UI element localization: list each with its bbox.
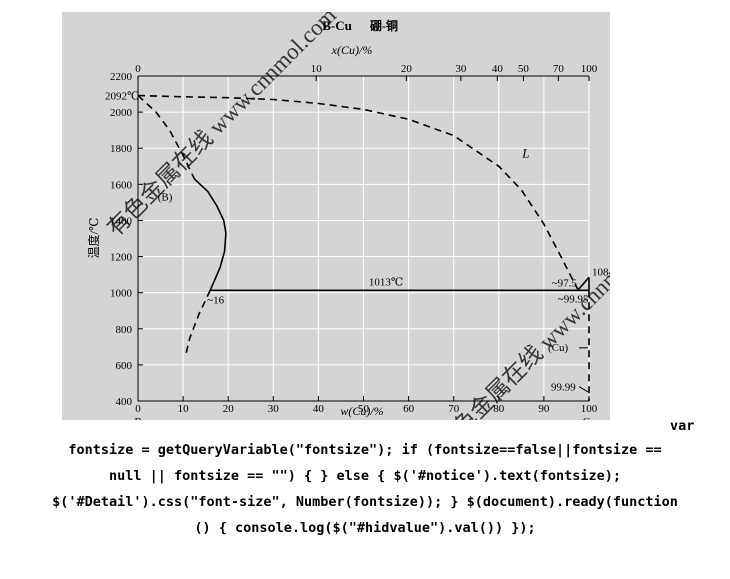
x-top-tick-label: 10 [311, 63, 323, 75]
y-tick-label: 1400 [110, 215, 133, 227]
y-tick-label: 400 [116, 396, 133, 408]
x-tick-label: 90 [538, 403, 550, 415]
y-axis-label: 温度/℃ [86, 218, 101, 259]
x-tick-label: 80 [493, 403, 505, 415]
script-source-text: var fontsize = getQueryVariable("fontsiz… [12, 416, 718, 566]
x-top-tick-label: 70 [553, 63, 565, 75]
phase-boundary-line [193, 178, 227, 291]
x-axis-bottom-label: w(Cu)/% [340, 404, 383, 418]
x-top-tick-label: 30 [455, 63, 467, 75]
chart-panel: 400 600 800 1000 1200 1400 1600 1800 2000 2200 0 10… [62, 12, 610, 420]
x-tick-label: 70 [448, 403, 460, 415]
x-end-label-left: B [134, 416, 141, 420]
code-line: () { console.log($("#hidvalue").val()) }… [194, 520, 536, 536]
x-tick-label: 60 [403, 403, 415, 415]
y-tick-label: 2200 [110, 71, 133, 83]
x-top-tick-label: 40 [492, 63, 504, 75]
x-tick-label: 10 [178, 403, 190, 415]
chart-annotation: 99.99 [551, 382, 576, 394]
code-line: null || fontsize == "") { } else { $('#n… [108, 468, 622, 484]
chart-title: B-Cu [322, 18, 352, 33]
x-end-label-right: Cu [583, 416, 596, 420]
x-top-tick-label: 20 [401, 63, 413, 75]
y-tick-label: 600 [116, 360, 133, 372]
x-top-tick-label: 0 [135, 63, 141, 75]
phase-boundary-line [137, 94, 579, 290]
x-axis-top-label: x(Cu)/% [331, 43, 373, 57]
x-top-tick-label: 50 [518, 63, 530, 75]
x-tick-label: 30 [268, 403, 280, 415]
chart-annotation: ~16 [207, 294, 224, 306]
chart-annotation: (B) [158, 192, 173, 204]
y-tick-label: 1600 [110, 179, 133, 191]
x-tick-label: 100 [581, 403, 598, 415]
x-top-tick-label: 100 [581, 63, 598, 75]
annotation-arrow [578, 386, 589, 393]
phase-boundary-line [137, 94, 196, 180]
chart-annotation: 1013℃ [369, 276, 403, 288]
phase-boundary-line [184, 289, 211, 357]
chart-annotation: L [521, 145, 529, 160]
chart-annotation: 1084.87℃ [592, 266, 610, 278]
chart-annotation: ~99.95 [558, 293, 589, 305]
y-tick-label: 2000 [110, 107, 133, 119]
chart-annotation: (Cu) [548, 342, 569, 354]
y-tick-label: 1200 [110, 252, 133, 264]
y-tick-label: 1800 [110, 143, 133, 155]
code-line: $('#Detail').css("font-size", Number(fon… [52, 494, 678, 510]
chart-title-chinese: 硼-铜 [370, 18, 398, 33]
x-tick-label: 50 [358, 403, 370, 415]
x-tick-label: 0 [135, 403, 141, 415]
code-line: var [670, 418, 695, 434]
x-tick-label: 40 [313, 403, 325, 415]
phase-boundary-line [577, 276, 590, 291]
chart-annotation: 2092℃ [105, 91, 139, 103]
x-tick-label: 20 [223, 403, 235, 415]
y-tick-label: 1000 [110, 288, 133, 300]
chart-annotation: ~97.5 [552, 277, 578, 289]
code-line: fontsize = getQueryVariable("fontsize");… [68, 442, 662, 458]
y-tick-label: 800 [116, 324, 133, 336]
